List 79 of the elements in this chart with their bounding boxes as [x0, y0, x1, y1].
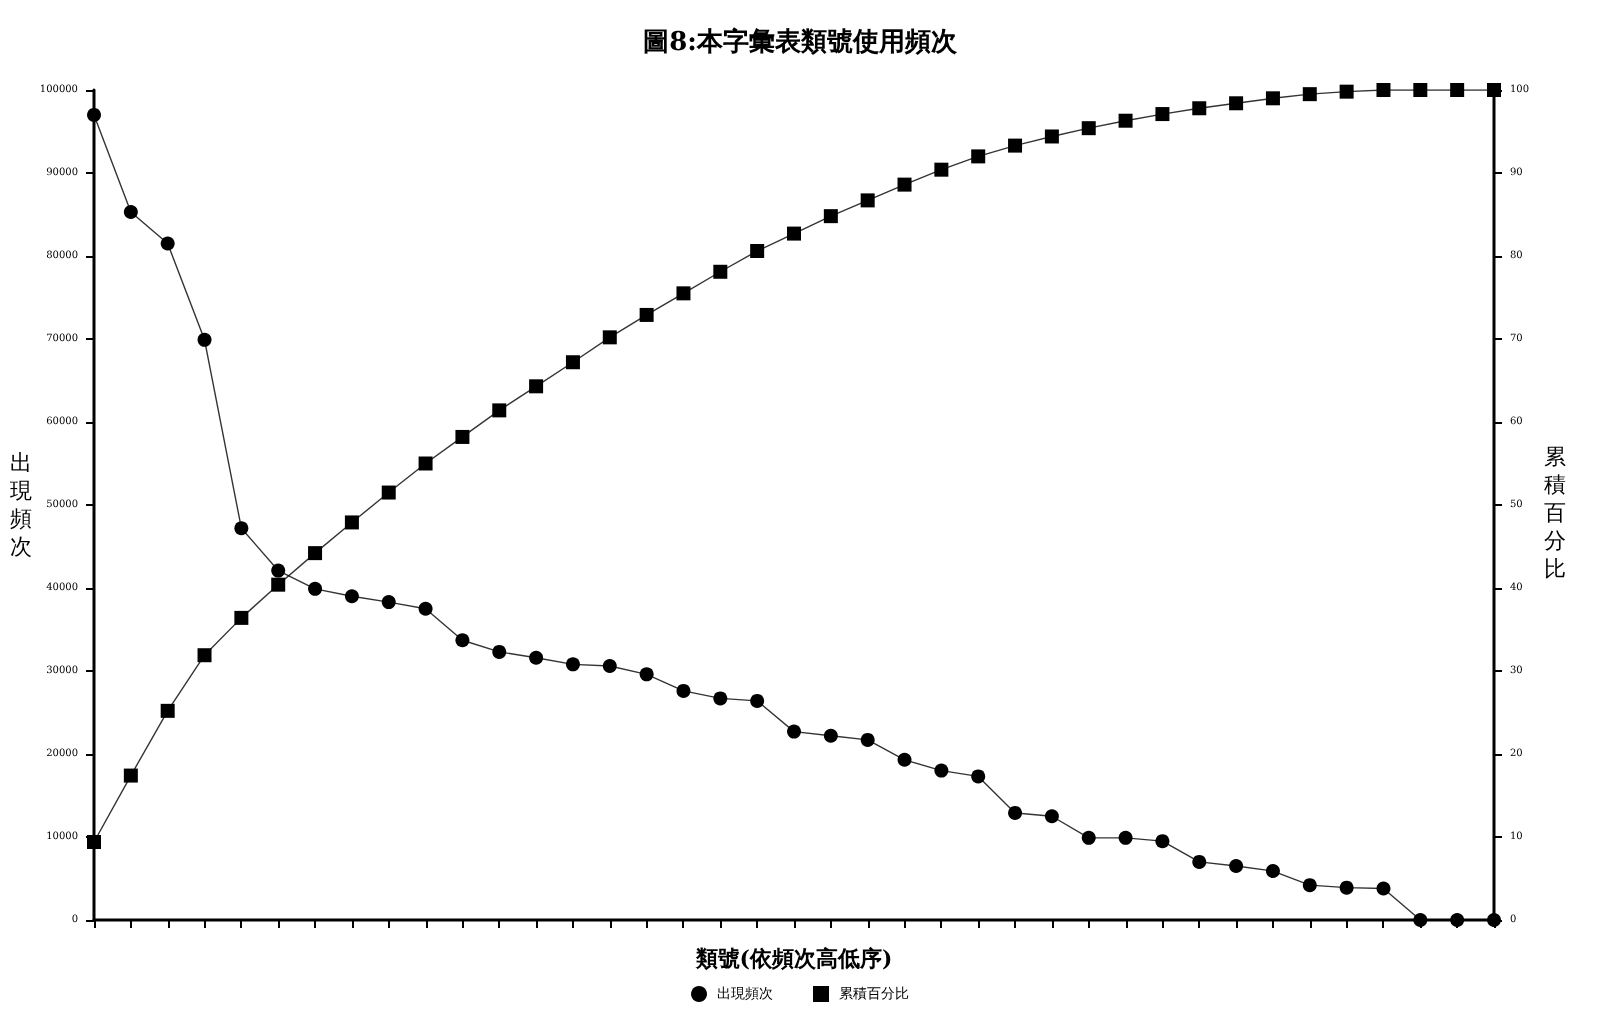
point	[1302, 878, 1317, 893]
point	[1118, 113, 1133, 128]
point	[1376, 881, 1391, 896]
point	[971, 769, 986, 784]
point	[1008, 805, 1023, 820]
point	[344, 589, 359, 604]
point	[1229, 96, 1244, 111]
point	[529, 650, 544, 665]
point	[1192, 854, 1207, 869]
point	[1229, 859, 1244, 874]
point	[971, 149, 986, 164]
point	[713, 264, 728, 279]
point	[602, 330, 617, 345]
point	[823, 728, 838, 743]
point	[787, 724, 801, 739]
point	[1044, 129, 1059, 144]
point	[750, 693, 765, 708]
point	[860, 193, 875, 208]
point	[1302, 87, 1317, 102]
point	[565, 355, 580, 370]
point	[492, 403, 507, 418]
point	[197, 332, 212, 347]
point	[418, 456, 433, 471]
point	[1450, 83, 1465, 97]
point	[1413, 83, 1428, 97]
point	[1155, 834, 1170, 849]
y2-axis-title: 累積百分比	[1544, 444, 1568, 584]
point	[639, 307, 654, 322]
point	[271, 563, 286, 578]
point	[713, 691, 728, 706]
point	[1339, 84, 1354, 99]
point	[934, 763, 949, 778]
point	[492, 644, 507, 659]
point	[860, 732, 875, 747]
point	[1044, 809, 1059, 824]
point	[234, 521, 249, 536]
point	[823, 209, 838, 224]
point	[197, 648, 212, 663]
point	[897, 752, 912, 767]
point	[308, 581, 323, 596]
point	[160, 236, 175, 251]
point	[123, 205, 138, 220]
point	[1155, 107, 1170, 122]
point	[897, 177, 912, 192]
point	[160, 703, 175, 718]
point	[1265, 91, 1280, 106]
point	[271, 577, 286, 592]
point	[381, 485, 396, 500]
point	[1081, 121, 1096, 136]
point	[1081, 830, 1096, 845]
point	[1450, 913, 1465, 927]
point	[1008, 138, 1023, 153]
point	[234, 610, 249, 625]
point	[1118, 830, 1133, 845]
point	[639, 667, 654, 682]
point	[529, 379, 544, 394]
point	[344, 515, 359, 530]
point	[1265, 864, 1280, 879]
x-axis-title: 類號(依頻次高低序)	[693, 946, 893, 972]
point	[418, 601, 433, 616]
point	[750, 244, 765, 259]
point	[676, 683, 691, 698]
point	[602, 659, 617, 674]
chart-title: 圖8:本字彙表類號使用頻次	[643, 26, 959, 58]
point	[676, 286, 691, 301]
point	[381, 595, 396, 610]
point	[1413, 913, 1428, 927]
y-axis-title: 出現頻次	[10, 450, 34, 562]
point	[934, 162, 949, 177]
point	[1376, 83, 1391, 97]
point	[565, 657, 580, 672]
point	[123, 768, 138, 783]
point	[455, 633, 470, 648]
point	[787, 226, 801, 241]
point	[1192, 101, 1207, 116]
point	[87, 107, 101, 122]
point	[455, 429, 470, 444]
point	[1339, 880, 1354, 895]
point	[308, 546, 323, 561]
